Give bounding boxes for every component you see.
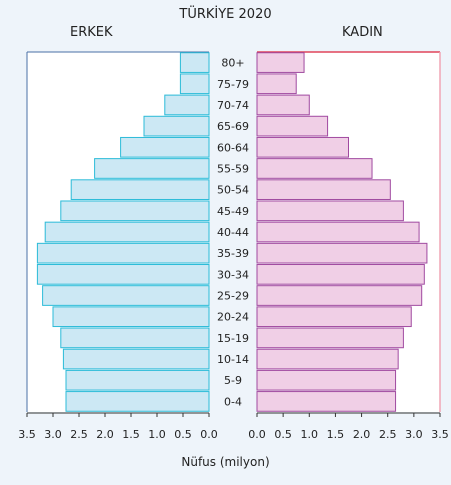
female-bar — [256, 348, 399, 370]
male-tick-label: 0.5 — [174, 428, 192, 441]
age-group-label: 20-24 — [217, 311, 249, 324]
male-tick-label: 3.5 — [18, 428, 36, 441]
female-bar — [256, 200, 404, 222]
female-bar — [256, 242, 428, 264]
female-bar — [256, 94, 310, 116]
male-bar — [65, 391, 210, 412]
male-tick-label: 2.5 — [70, 428, 88, 441]
age-group-label: 15-19 — [217, 332, 249, 345]
female-bar — [256, 327, 404, 349]
female-label: KADIN — [342, 25, 383, 40]
male-bar — [62, 348, 210, 370]
male-bar — [42, 285, 210, 306]
age-group-label: 10-14 — [217, 353, 249, 366]
female-bar — [256, 264, 425, 285]
female-tick-label: 0.0 — [248, 428, 266, 441]
male-bar — [65, 369, 210, 391]
male-bar — [143, 115, 210, 137]
female-tick-label: 3.5 — [431, 428, 449, 441]
female-bar — [256, 285, 423, 306]
male-tick-label: 2.0 — [96, 428, 114, 441]
x-axis-label: Nüfus (milyon) — [181, 455, 270, 469]
female-tick-label: 2.5 — [379, 428, 397, 441]
male-bar — [179, 73, 210, 95]
age-group-label: 65-69 — [217, 120, 249, 133]
female-tick-label: 1.5 — [327, 428, 345, 441]
age-group-label: 70-74 — [217, 99, 249, 112]
female-bar — [256, 391, 397, 412]
male-tick-label: 0.0 — [200, 428, 218, 441]
male-tick-label: 3.0 — [44, 428, 62, 441]
age-group-label: 80+ — [221, 57, 244, 70]
age-group-label: 0-4 — [224, 395, 242, 408]
age-group-label: 60-64 — [217, 141, 249, 154]
age-group-label: 40-44 — [217, 226, 249, 239]
age-group-label: 25-29 — [217, 290, 249, 303]
chart-title: TÜRKİYE 2020 — [179, 7, 272, 22]
male-bar — [36, 264, 210, 285]
male-tick-label: 1.0 — [148, 428, 166, 441]
age-group-label: 75-79 — [217, 78, 249, 91]
male-bar — [52, 306, 210, 328]
male-bar — [36, 242, 210, 264]
age-group-label: 45-49 — [217, 205, 249, 218]
female-bar — [256, 369, 397, 391]
female-tick-label: 1.0 — [301, 428, 319, 441]
female-bar — [256, 52, 305, 73]
female-bar — [256, 115, 329, 137]
female-bar — [256, 179, 391, 200]
male-bar — [179, 52, 210, 73]
male-bar — [44, 221, 210, 243]
age-group-label: 30-34 — [217, 268, 249, 281]
female-bar — [256, 306, 412, 328]
male-bar — [120, 136, 210, 158]
age-group-label: 55-59 — [217, 162, 249, 175]
male-bar — [70, 179, 210, 200]
female-tick-label: 0.5 — [274, 428, 292, 441]
male-bar — [164, 94, 210, 116]
female-tick-label: 3.0 — [405, 428, 423, 441]
male-bar — [94, 158, 210, 179]
female-bar — [256, 136, 349, 158]
female-bar — [256, 221, 420, 243]
male-label: ERKEK — [70, 25, 113, 40]
male-tick-label: 1.5 — [122, 428, 140, 441]
female-bar — [256, 73, 297, 95]
male-bar — [60, 200, 210, 222]
age-group-label: 50-54 — [217, 184, 249, 197]
male-bar — [60, 327, 210, 349]
female-tick-label: 2.0 — [353, 428, 371, 441]
age-group-label: 35-39 — [217, 247, 249, 260]
age-group-label: 5-9 — [224, 374, 242, 387]
female-bar — [256, 158, 373, 179]
